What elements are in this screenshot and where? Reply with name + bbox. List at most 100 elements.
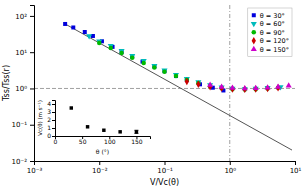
point: [71, 25, 75, 29]
legend-marker: [252, 37, 256, 44]
point: [230, 85, 234, 92]
tick-label: 0: [47, 132, 51, 139]
tick: 50: [79, 136, 87, 145]
legend-marker: [252, 13, 256, 17]
tick: 10¹: [15, 49, 34, 57]
error-bar: [134, 130, 138, 133]
point: [108, 46, 113, 51]
legend-marker: [251, 46, 257, 51]
tick: 10⁻³: [27, 161, 43, 175]
series: [63, 22, 225, 93]
tick: 3: [47, 108, 55, 115]
tick-label: 10²: [15, 13, 27, 21]
point: [102, 129, 105, 132]
axis-line: [35, 162, 296, 166]
point: [254, 85, 258, 92]
legend-marker: [251, 22, 257, 27]
tick-mark: [30, 88, 34, 89]
series: [86, 34, 283, 92]
tick-mark: [30, 16, 34, 17]
tick: 10⁻²: [12, 158, 34, 166]
legend-label: θ = 120°: [260, 37, 289, 45]
series: [185, 78, 281, 93]
tick: 10²: [15, 13, 34, 21]
legend-label: θ = 90°: [260, 29, 285, 37]
tick-mark: [52, 128, 55, 129]
point: [118, 130, 121, 133]
point: [219, 83, 225, 88]
point: [135, 130, 138, 133]
legend: θ = 30°θ = 60°θ = 90°θ = 120°θ = 150°: [248, 8, 292, 57]
point: [162, 69, 167, 74]
tick: 100: [104, 136, 116, 145]
point: [152, 65, 157, 70]
point: [151, 64, 157, 69]
reference-line: [229, 5, 230, 161]
inset-x-axis-title: θ (°): [96, 148, 109, 155]
tick-mark: [52, 104, 55, 105]
tick-mark: [52, 120, 55, 121]
point: [207, 81, 213, 86]
y-axis-title: Tss/Tss(r): [2, 65, 11, 102]
tick-label: 10¹: [290, 167, 302, 175]
tick-mark: [165, 161, 166, 165]
point: [242, 85, 248, 90]
tick: 150: [131, 136, 143, 145]
tick: 10⁰: [224, 161, 236, 175]
legend-frame: [248, 8, 292, 57]
x-axis-title: V/Vc(θ): [150, 178, 179, 187]
tick-label: 10⁻²: [92, 167, 108, 175]
axis-line: [52, 101, 56, 137]
inset-y-axis-title: Vc(θ) (m s⁻¹): [37, 100, 43, 136]
tick-mark: [52, 136, 55, 137]
tick-label: 2: [47, 116, 51, 123]
tick-label: 100: [104, 138, 116, 145]
tick-label: 150: [131, 138, 143, 145]
tick-label: 10¹: [15, 49, 27, 57]
x-axis: 10⁻³ 10⁻² 10⁻¹ 10⁰ 10¹: [27, 161, 302, 175]
tick: 1: [47, 124, 55, 131]
point: [174, 74, 178, 78]
point: [86, 125, 89, 128]
point: [161, 68, 167, 73]
inset-background: [35, 94, 154, 158]
tick-label: 10⁻¹: [12, 121, 28, 129]
legend-label: θ = 150°: [260, 46, 289, 54]
tick-mark: [52, 112, 55, 113]
tick-label: 10⁰: [15, 85, 27, 93]
chart: 10⁻³10⁻²10⁻¹10⁰10¹10⁻²10⁻¹10⁰10¹10²V/Vc(…: [0, 0, 305, 189]
point: [174, 74, 179, 79]
point: [196, 81, 200, 88]
legend-label: θ = 30°: [260, 12, 285, 20]
tick-label: 4: [47, 100, 51, 107]
point: [119, 51, 124, 56]
inset-x-axis: 050100150: [54, 136, 151, 145]
point: [275, 83, 281, 88]
point: [173, 73, 179, 78]
tick-label: 1: [47, 124, 51, 131]
tick: 10⁻²: [92, 161, 108, 175]
tick-label: 10⁻¹: [157, 167, 173, 175]
legend-marker: [252, 30, 257, 35]
point: [253, 85, 259, 90]
tick-label: 10⁻²: [12, 158, 28, 166]
point: [63, 22, 67, 26]
point: [86, 34, 92, 39]
plot-area: [34, 5, 295, 161]
tick-label: 50: [79, 138, 87, 145]
tick: 10¹: [290, 161, 302, 175]
point: [129, 54, 135, 59]
tick-label: 3: [47, 108, 51, 115]
series: [97, 41, 280, 92]
tick-mark: [230, 161, 231, 165]
tick: 10⁻¹: [157, 161, 173, 175]
point: [97, 41, 102, 46]
point: [219, 84, 223, 91]
tick-mark: [295, 161, 296, 165]
tick-mark: [99, 161, 100, 165]
tick: 10⁻¹: [12, 121, 34, 129]
point: [265, 85, 269, 92]
tick-mark: [30, 52, 34, 53]
point: [141, 61, 146, 66]
tick-mark: [30, 161, 34, 162]
